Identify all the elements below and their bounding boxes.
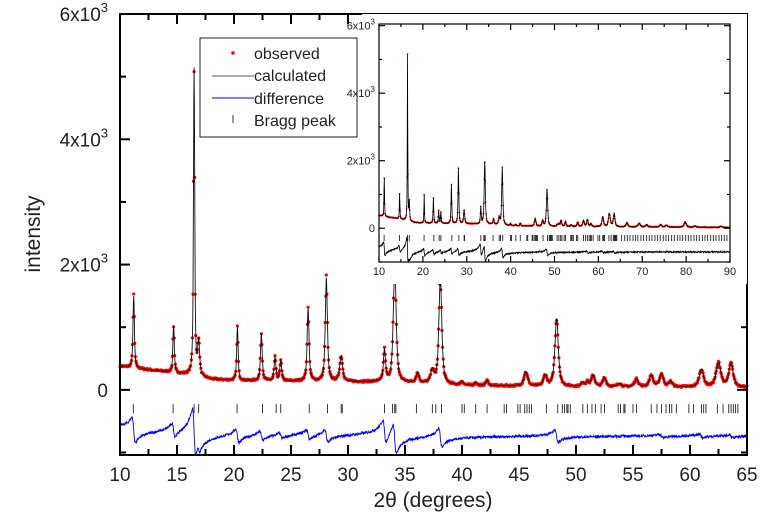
inset-x-tick-label: 90 — [724, 266, 736, 278]
inset-x-tick-label: 10 — [373, 266, 385, 278]
main-difference-line — [119, 406, 748, 456]
main-observed-point — [306, 305, 310, 309]
inset-y-tick-exponent: 3 — [371, 18, 376, 27]
main-axis-labels: 2θ (degrees) intensity — [22, 195, 493, 512]
inset-y-tick-exponent: 3 — [371, 153, 376, 162]
main-y-tick-base: 2x10 — [60, 256, 101, 277]
inset-y-tick-label: 6x103 — [347, 18, 376, 33]
main-x-tick-label: 35 — [394, 465, 415, 486]
legend-difference-label: difference — [254, 91, 324, 108]
legend-observed-marker — [231, 51, 235, 55]
main-x-tick-label: 10 — [109, 465, 130, 486]
main-observed-point — [235, 324, 239, 328]
main-y-tick-exponent: 3 — [101, 125, 108, 140]
inset-background — [362, 14, 747, 284]
inset-y-tick-base: 0 — [369, 223, 375, 235]
main-x-tick-label: 65 — [736, 465, 757, 486]
legend-box — [199, 37, 358, 138]
inset-x-tick-label: 60 — [592, 266, 604, 278]
main-observed-point — [132, 292, 136, 296]
inset-x-tick-label: 50 — [548, 266, 560, 278]
main-y-tick-base: 0 — [97, 381, 108, 402]
inset-y-tick-exponent: 3 — [371, 85, 376, 94]
legend-observed-label: observed — [254, 46, 320, 63]
main-observed-point — [324, 273, 328, 277]
inset-observed-point — [546, 188, 548, 191]
inset-x-tick-label: 70 — [636, 266, 648, 278]
inset-observed-point — [406, 53, 409, 55]
main-x-tick-label: 25 — [280, 465, 301, 486]
inset-y-tick-base: 2x10 — [347, 156, 371, 168]
inset-y-tick-base: 4x10 — [347, 88, 371, 100]
main-x-tick-label: 45 — [508, 465, 529, 486]
main-observed-point — [273, 354, 277, 358]
main-y-tick-exponent: 3 — [101, 251, 108, 266]
inset-x-tick-label: 40 — [505, 266, 517, 278]
inset-y-tick-label: 2x103 — [347, 153, 376, 168]
legend: observed calculated difference Bragg pea… — [199, 37, 358, 138]
main-x-tick-label: 55 — [622, 465, 643, 486]
main-calculated-line — [120, 67, 747, 387]
legend-bragg-label: Bragg peak — [254, 113, 337, 130]
main-y-tick-label: 4x103 — [60, 125, 108, 151]
x-axis-title: 2θ (degrees) — [373, 489, 492, 512]
inset-bragg-ticks — [383, 235, 728, 242]
main-y-tick-label: 6x103 — [60, 0, 108, 26]
main-y-tick-exponent: 3 — [101, 0, 108, 15]
main-y-tick-label: 2x103 — [60, 251, 108, 277]
main-x-tick-label: 30 — [337, 465, 358, 486]
inset-x-tick-label: 30 — [461, 266, 473, 278]
inset-difference-line — [378, 236, 731, 264]
main-y-tick-label: 0 — [97, 381, 108, 402]
main-y-tick-base: 4x10 — [60, 130, 101, 151]
y-axis-title: intensity — [22, 195, 45, 273]
main-x-tick-label: 40 — [451, 465, 472, 486]
main-x-tick-label: 20 — [223, 465, 244, 486]
inset-y-tick-base: 6x10 — [347, 21, 371, 33]
main-y-tick-base: 6x10 — [60, 5, 101, 26]
main-observed-point — [382, 345, 387, 349]
main-x-tick-label: 60 — [679, 465, 700, 486]
main-x-tick-label: 15 — [166, 465, 187, 486]
inset-y-tick-label: 0 — [369, 223, 375, 235]
inset-x-tick-label: 80 — [680, 266, 692, 278]
inset-observed-point — [501, 166, 504, 169]
inset-calculated-line — [379, 54, 730, 228]
legend-calculated-label: calculated — [254, 68, 326, 85]
main-bragg-ticks — [132, 404, 739, 414]
inset-y-tick-label: 4x103 — [347, 85, 376, 100]
inset-x-tick-label: 20 — [417, 266, 429, 278]
main-x-tick-label: 50 — [565, 465, 586, 486]
